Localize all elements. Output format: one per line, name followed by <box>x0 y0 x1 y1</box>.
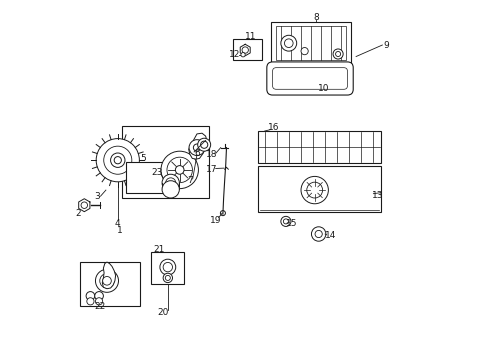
Circle shape <box>96 139 139 182</box>
Circle shape <box>162 181 179 198</box>
Text: 5: 5 <box>140 154 145 163</box>
Polygon shape <box>102 262 115 289</box>
Circle shape <box>242 47 248 53</box>
Bar <box>275 26 346 60</box>
Bar <box>151 252 183 284</box>
Circle shape <box>175 166 183 174</box>
Circle shape <box>283 219 288 224</box>
Text: 15: 15 <box>285 220 296 229</box>
Circle shape <box>87 298 94 305</box>
Circle shape <box>197 138 210 151</box>
Bar <box>271 22 350 65</box>
Text: 8: 8 <box>313 13 319 22</box>
Bar <box>126 162 166 193</box>
Bar <box>232 39 261 60</box>
Text: 11: 11 <box>244 32 256 41</box>
Circle shape <box>200 141 207 148</box>
Circle shape <box>314 230 322 238</box>
Circle shape <box>81 202 87 208</box>
Bar <box>122 126 208 198</box>
Circle shape <box>163 273 172 283</box>
Circle shape <box>165 178 175 188</box>
Circle shape <box>160 259 175 275</box>
Text: 10: 10 <box>317 84 329 93</box>
Circle shape <box>103 146 132 174</box>
Circle shape <box>193 144 200 151</box>
Circle shape <box>189 140 204 156</box>
Circle shape <box>306 182 322 198</box>
Text: 3: 3 <box>94 192 100 201</box>
Text: 13: 13 <box>371 191 383 199</box>
Bar <box>80 262 140 306</box>
Circle shape <box>335 51 340 57</box>
Circle shape <box>110 153 125 167</box>
Circle shape <box>161 151 198 189</box>
Text: 9: 9 <box>383 41 389 50</box>
Circle shape <box>165 275 170 280</box>
Circle shape <box>162 174 179 192</box>
FancyBboxPatch shape <box>131 171 141 188</box>
FancyBboxPatch shape <box>142 167 160 192</box>
Circle shape <box>100 274 114 288</box>
FancyBboxPatch shape <box>272 68 347 89</box>
Circle shape <box>114 157 121 164</box>
Circle shape <box>163 262 172 272</box>
Text: 23: 23 <box>151 168 163 177</box>
Circle shape <box>301 48 307 55</box>
Text: 18: 18 <box>205 150 217 159</box>
FancyBboxPatch shape <box>266 62 352 95</box>
Text: 17: 17 <box>205 165 217 174</box>
Circle shape <box>95 292 103 300</box>
Text: 14: 14 <box>325 231 336 240</box>
Circle shape <box>311 227 325 241</box>
Text: 7: 7 <box>186 176 192 185</box>
Text: 4: 4 <box>115 220 121 229</box>
FancyBboxPatch shape <box>127 167 145 192</box>
Text: 1: 1 <box>117 226 123 235</box>
Text: 19: 19 <box>209 216 221 225</box>
Text: 16: 16 <box>268 123 279 132</box>
FancyBboxPatch shape <box>146 171 156 188</box>
Bar <box>258 131 380 163</box>
Text: 21: 21 <box>153 245 164 253</box>
Text: 12: 12 <box>228 50 240 59</box>
Bar <box>258 166 380 212</box>
Circle shape <box>301 176 328 204</box>
Circle shape <box>220 211 225 216</box>
Text: 6: 6 <box>194 149 200 158</box>
Circle shape <box>166 157 192 183</box>
Circle shape <box>284 39 292 48</box>
Circle shape <box>95 269 118 292</box>
Circle shape <box>280 216 290 226</box>
Circle shape <box>280 35 296 51</box>
Circle shape <box>102 276 111 285</box>
Text: 20: 20 <box>158 308 169 317</box>
Circle shape <box>95 298 102 305</box>
Text: 2: 2 <box>75 209 81 217</box>
Polygon shape <box>188 133 206 159</box>
Circle shape <box>332 49 343 59</box>
Circle shape <box>86 292 95 300</box>
Text: 22: 22 <box>94 302 105 311</box>
Circle shape <box>241 53 244 57</box>
